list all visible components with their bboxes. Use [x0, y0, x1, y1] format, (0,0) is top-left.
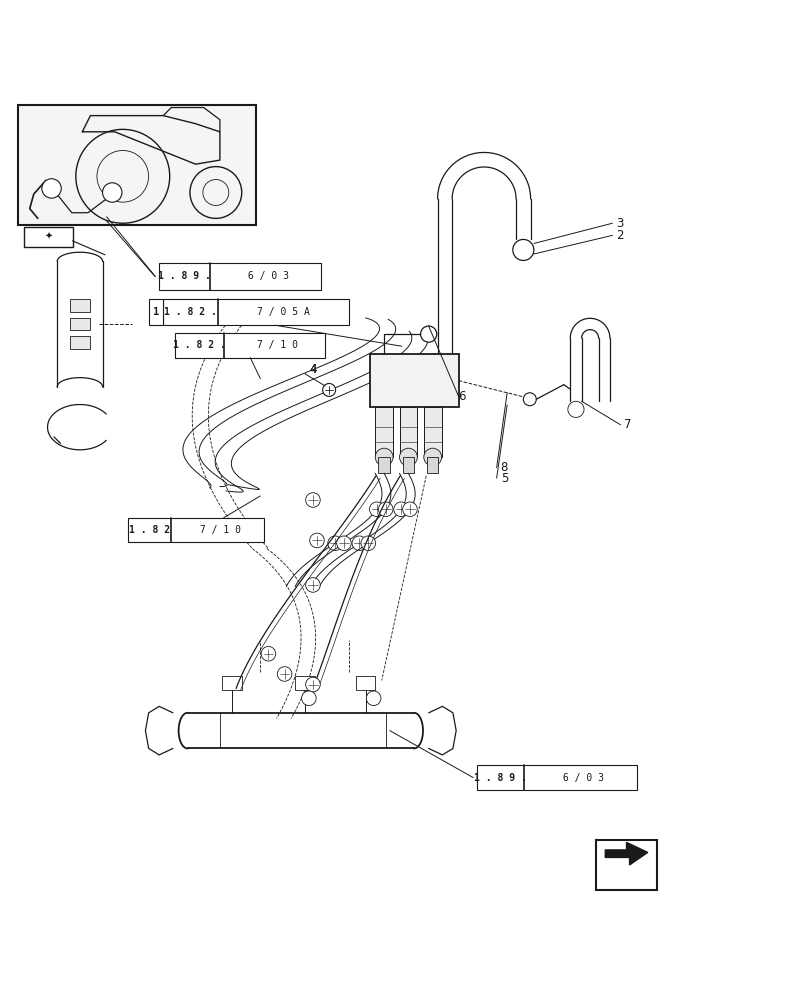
Circle shape: [513, 239, 533, 260]
Text: 6 / 0 3: 6 / 0 3: [556, 773, 603, 783]
Circle shape: [337, 536, 351, 551]
Circle shape: [366, 691, 380, 706]
Bar: [163, 299, 349, 325]
Circle shape: [305, 493, 320, 507]
Bar: [378, 457, 389, 473]
Circle shape: [309, 533, 324, 548]
Bar: [18, 105, 256, 225]
Circle shape: [402, 502, 417, 517]
Bar: [294, 676, 314, 690]
Bar: [24, 227, 72, 247]
Circle shape: [301, 691, 315, 706]
Circle shape: [399, 448, 417, 466]
Text: 1: 1: [152, 307, 159, 317]
Circle shape: [369, 502, 384, 517]
Text: 8: 8: [500, 461, 508, 474]
Text: 1 . 8 9 .: 1 . 8 9 .: [158, 271, 211, 281]
Circle shape: [277, 667, 291, 681]
Circle shape: [435, 383, 454, 402]
Text: 4: 4: [308, 363, 316, 376]
Bar: [595, 840, 656, 890]
Text: 4: 4: [308, 363, 316, 376]
Circle shape: [523, 393, 535, 406]
Bar: [355, 676, 375, 690]
Text: 7: 7: [624, 418, 631, 431]
Circle shape: [375, 448, 393, 466]
Bar: [175, 333, 324, 358]
Circle shape: [567, 401, 583, 417]
Circle shape: [393, 502, 408, 517]
Bar: [427, 457, 438, 473]
Bar: [423, 407, 441, 457]
Bar: [399, 407, 417, 457]
Circle shape: [378, 502, 393, 517]
Bar: [70, 299, 89, 312]
Circle shape: [352, 536, 367, 551]
Text: 7 / 1 0: 7 / 1 0: [194, 525, 241, 535]
Text: 3: 3: [616, 217, 623, 230]
Bar: [159, 263, 320, 290]
Text: 1 . 8 2 .: 1 . 8 2 .: [173, 340, 225, 350]
Bar: [402, 457, 414, 473]
Text: 7 / 1 0: 7 / 1 0: [251, 340, 298, 350]
Bar: [70, 336, 89, 349]
Text: 6 / 0 3: 6 / 0 3: [242, 271, 289, 281]
Circle shape: [328, 536, 342, 551]
Text: 5: 5: [500, 472, 508, 485]
Text: 1 . 8 2: 1 . 8 2: [129, 525, 169, 535]
Circle shape: [42, 179, 61, 198]
Bar: [477, 765, 637, 790]
Circle shape: [305, 578, 320, 592]
Polygon shape: [604, 842, 647, 865]
Circle shape: [361, 536, 375, 551]
Circle shape: [261, 646, 276, 661]
Text: 1 . 8 9 .: 1 . 8 9 .: [474, 773, 526, 783]
Text: ✦: ✦: [45, 232, 53, 242]
Circle shape: [305, 677, 320, 692]
Circle shape: [423, 448, 441, 466]
Text: 7 / 0 5 A: 7 / 0 5 A: [257, 307, 310, 317]
Bar: [70, 318, 89, 330]
Text: 2: 2: [616, 229, 623, 242]
Text: 6: 6: [458, 390, 466, 403]
Bar: [369, 354, 458, 407]
Circle shape: [322, 383, 335, 396]
Bar: [128, 518, 264, 542]
Bar: [222, 676, 242, 690]
Text: 1 . 8 2 .: 1 . 8 2 .: [164, 307, 217, 317]
Bar: [148, 299, 163, 325]
Bar: [375, 407, 393, 457]
Circle shape: [102, 183, 122, 202]
Circle shape: [420, 326, 436, 342]
